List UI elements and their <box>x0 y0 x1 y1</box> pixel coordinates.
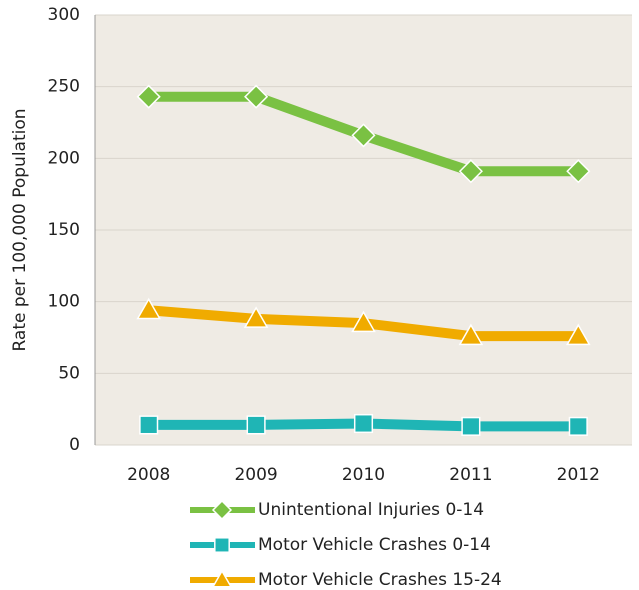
y-tick-label: 50 <box>58 363 80 383</box>
legend-label: Motor Vehicle Crashes 0-14 <box>258 535 491 555</box>
marker <box>139 415 159 435</box>
marker <box>568 416 588 436</box>
marker <box>458 323 484 346</box>
marker <box>458 159 483 184</box>
marker <box>211 569 233 588</box>
y-tick-label: 200 <box>48 148 80 168</box>
marker <box>351 123 376 148</box>
marker <box>566 323 591 346</box>
x-tick-label: 2011 <box>449 465 492 485</box>
y-tick-label: 150 <box>48 220 80 240</box>
marker <box>136 297 161 320</box>
y-tick-label: 300 <box>48 5 80 25</box>
y-tick-label: 100 <box>48 292 80 312</box>
marker <box>461 416 481 436</box>
y-tick-label: 0 <box>69 435 80 455</box>
legend-label: Motor Vehicle Crashes 15-24 <box>258 570 502 590</box>
y-axis-label: Rate per 100,000 Population <box>10 108 30 351</box>
x-tick-label: 2008 <box>127 465 170 485</box>
marker <box>353 413 374 434</box>
marker <box>243 306 269 328</box>
marker <box>246 415 266 435</box>
x-tick-label: 2010 <box>342 465 385 485</box>
marker <box>136 84 161 109</box>
marker <box>244 84 269 109</box>
y-tick-label: 250 <box>48 77 80 97</box>
marker <box>351 310 376 333</box>
marker <box>566 159 591 184</box>
x-tick-label: 2009 <box>234 465 277 485</box>
legend-label: Unintentional Injuries 0-14 <box>258 500 484 520</box>
x-tick-label: 2012 <box>557 465 600 485</box>
marker <box>214 537 230 553</box>
marker <box>211 499 233 521</box>
